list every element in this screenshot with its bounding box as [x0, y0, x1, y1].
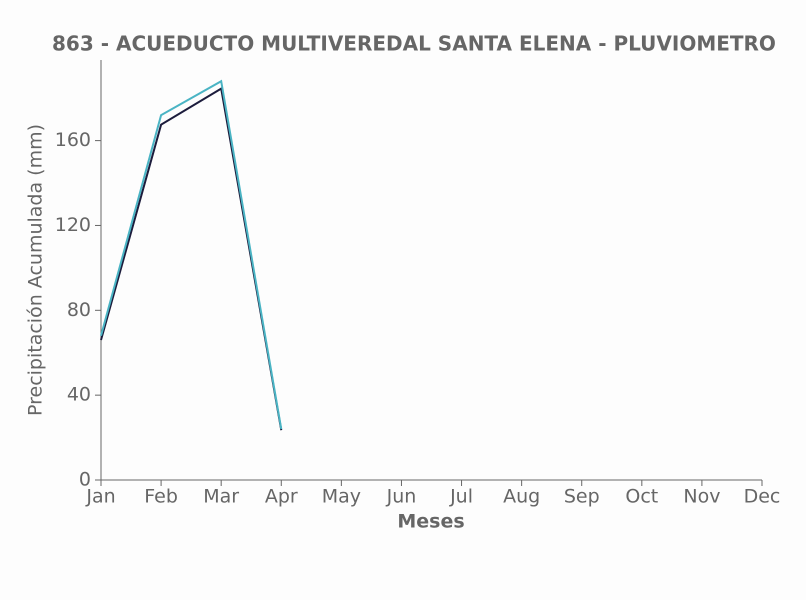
x-tick-label: Feb: [144, 486, 178, 508]
x-tick-label: Sep: [564, 486, 600, 508]
x-tick-label: Dec: [744, 486, 781, 508]
y-tick-label: 80: [67, 299, 91, 321]
chart-title: 863 - ACUEDUCTO MULTIVEREDAL SANTA ELENA…: [52, 32, 776, 56]
x-tick-label: May: [322, 486, 361, 508]
line-series: [100, 87, 283, 431]
line-series: [100, 79, 283, 430]
x-tick-label: Jul: [449, 486, 473, 508]
y-tick-label: 120: [55, 214, 91, 236]
x-tick-label: Nov: [683, 486, 720, 508]
x-tick-label: Apr: [265, 486, 298, 508]
y-tick-label: 40: [67, 384, 91, 406]
x-tick-label: Aug: [503, 486, 540, 508]
x-tick-label: Jun: [386, 486, 417, 508]
y-axis-label: Precipitación Acumulada (mm): [25, 124, 47, 416]
y-tick-label: 0: [79, 469, 91, 491]
x-axis-label: Meses: [397, 511, 464, 533]
y-tick-label: 160: [55, 129, 91, 151]
x-tick-label: Jan: [85, 486, 115, 508]
x-tick-label: Oct: [625, 486, 658, 508]
x-tick-label: Mar: [203, 486, 239, 508]
